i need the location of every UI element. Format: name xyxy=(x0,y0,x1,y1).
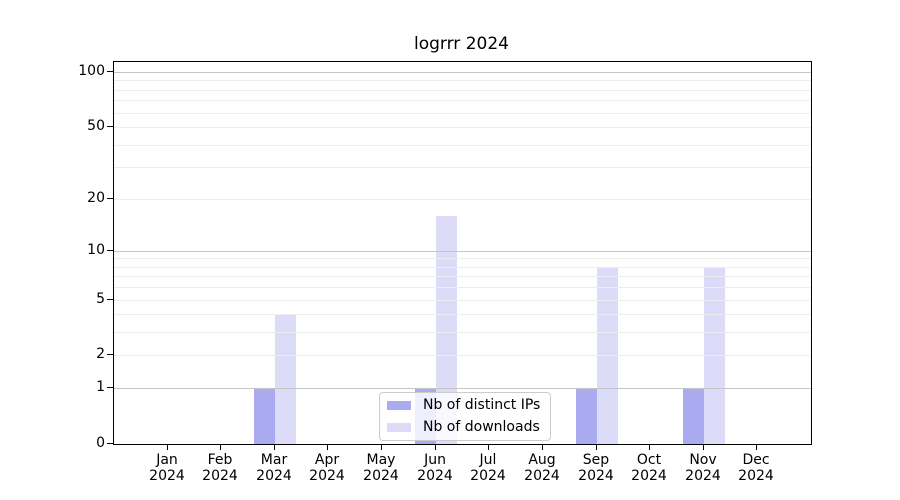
x-tick-label: Jan 2024 xyxy=(149,452,185,484)
y-tick xyxy=(107,299,113,300)
y-gridline-minor xyxy=(114,127,811,128)
x-tick xyxy=(596,444,597,450)
x-tick xyxy=(381,444,382,450)
y-gridline-minor xyxy=(114,332,811,333)
legend-label-distinct-ips: Nb of distinct IPs xyxy=(423,397,541,413)
x-tick xyxy=(703,444,704,450)
y-tick-label: 50 xyxy=(87,118,105,134)
y-tick xyxy=(107,71,113,72)
legend: Nb of distinct IPs Nb of downloads xyxy=(379,392,552,441)
y-gridline-minor xyxy=(114,100,811,101)
x-tick-label: Apr 2024 xyxy=(309,452,345,484)
y-tick-label: 0 xyxy=(96,435,105,451)
x-tick xyxy=(542,444,543,450)
x-tick-label: Jun 2024 xyxy=(417,452,453,484)
x-tick-label: Feb 2024 xyxy=(202,452,238,484)
y-gridline-minor xyxy=(114,258,811,259)
x-tick-label: Oct 2024 xyxy=(631,452,667,484)
y-tick xyxy=(107,198,113,199)
y-gridline-major xyxy=(114,72,811,73)
x-tick xyxy=(167,444,168,450)
y-tick xyxy=(107,354,113,355)
x-tick-label: Jul 2024 xyxy=(470,452,506,484)
y-tick xyxy=(107,250,113,251)
bar-distinct-ips xyxy=(253,388,275,444)
y-gridline-minor xyxy=(114,287,811,288)
legend-item-distinct-ips: Nb of distinct IPs xyxy=(387,398,540,413)
x-tick xyxy=(435,444,436,450)
legend-label-downloads: Nb of downloads xyxy=(423,419,540,435)
y-tick xyxy=(107,126,113,127)
bar-distinct-ips xyxy=(682,388,704,444)
bar-distinct-ips xyxy=(575,388,597,444)
y-gridline-minor xyxy=(114,314,811,315)
y-gridline-minor xyxy=(114,113,811,114)
y-tick xyxy=(107,443,113,444)
y-gridline-minor xyxy=(114,267,811,268)
x-tick xyxy=(274,444,275,450)
x-tick xyxy=(756,444,757,450)
y-tick-label: 2 xyxy=(96,346,105,362)
plot-area xyxy=(113,61,812,445)
x-tick xyxy=(220,444,221,450)
y-gridline-minor xyxy=(114,199,811,200)
y-gridline-minor xyxy=(114,300,811,301)
y-tick-label: 100 xyxy=(78,63,105,79)
legend-swatch-distinct-ips xyxy=(387,401,411,410)
bar-downloads xyxy=(435,215,457,444)
x-tick xyxy=(488,444,489,450)
x-tick-label: Mar 2024 xyxy=(256,452,292,484)
x-tick xyxy=(327,444,328,450)
x-tick-label: Nov 2024 xyxy=(685,452,721,484)
y-gridline-minor xyxy=(114,355,811,356)
y-gridline-minor xyxy=(114,167,811,168)
y-gridline-major xyxy=(114,388,811,389)
x-tick-label: Dec 2024 xyxy=(738,452,774,484)
y-gridline-minor xyxy=(114,145,811,146)
x-tick-label: Aug 2024 xyxy=(524,452,560,484)
x-tick-label: Sep 2024 xyxy=(578,452,614,484)
y-gridline-minor xyxy=(114,276,811,277)
legend-swatch-downloads xyxy=(387,423,411,432)
y-gridline-minor xyxy=(114,90,811,91)
y-tick-label: 10 xyxy=(87,242,105,258)
x-tick xyxy=(649,444,650,450)
x-tick-label: May 2024 xyxy=(363,452,399,484)
y-tick-label: 20 xyxy=(87,190,105,206)
y-tick-label: 1 xyxy=(96,379,105,395)
chart-title: logrrr 2024 xyxy=(414,34,509,54)
y-gridline-minor xyxy=(114,80,811,81)
bar-downloads xyxy=(274,314,296,444)
legend-item-downloads: Nb of downloads xyxy=(387,420,540,435)
y-tick-label: 5 xyxy=(96,291,105,307)
y-tick xyxy=(107,387,113,388)
y-gridline-major xyxy=(114,251,811,252)
